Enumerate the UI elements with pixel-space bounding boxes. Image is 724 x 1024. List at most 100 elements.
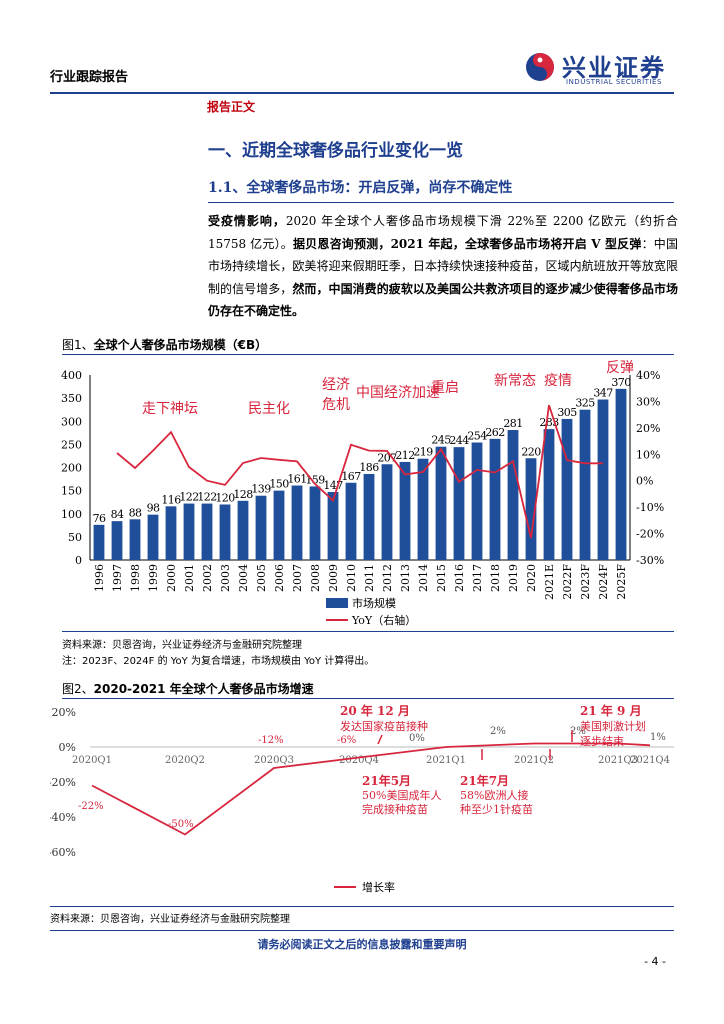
x-tick-label: 2003 — [219, 564, 232, 592]
bar — [435, 446, 447, 560]
x-tick-label: 2001 — [183, 564, 196, 592]
y2-tick-label: -20% — [636, 528, 664, 541]
value-label: -22% — [78, 801, 104, 812]
x-tick-label: 1996 — [93, 564, 106, 592]
bar-value-label: 76 — [93, 512, 106, 525]
y2-tick-label: 40% — [636, 369, 660, 382]
x-tick-label: 2019 — [507, 564, 520, 592]
header-divider — [50, 92, 674, 94]
bar-value-label: 120 — [215, 492, 235, 505]
y2-tick-label: -30% — [636, 554, 664, 567]
bar — [579, 409, 591, 560]
bar — [201, 503, 213, 560]
figure1-source: 资料来源：贝恩咨询，兴业证券经济与金融研究院整理 — [62, 640, 302, 651]
bar-value-label: 122 — [179, 491, 198, 504]
bar-value-label: 325 — [575, 397, 595, 410]
y-tick-label: 300 — [61, 415, 82, 428]
y2-tick-label: -10% — [636, 501, 664, 514]
x-tick-label: 2021Q4 — [630, 755, 670, 766]
y2-tick-label: 20% — [636, 422, 660, 435]
x-tick-label: 2005 — [255, 564, 268, 592]
growth-line — [91, 742, 651, 836]
bar-value-label: 370 — [611, 376, 631, 389]
x-tick-label: 2024F — [597, 564, 610, 600]
bar-value-label: 159 — [305, 473, 325, 486]
legend-label: 增长率 — [362, 880, 395, 894]
value-label: -6% — [337, 735, 356, 746]
value-label: -12% — [258, 735, 284, 746]
annotation-date: 21年7月 — [460, 773, 509, 788]
annotation-text: 58%欧洲人接 — [460, 789, 528, 802]
x-tick-label: 2021Q3 — [598, 755, 638, 766]
y-tick-label: 0 — [75, 554, 82, 567]
bar — [291, 485, 303, 560]
para-text-1: 2020 年全球个人奢侈品市场规模下滑 22%至 2200 亿欧元（约折合 15… — [208, 214, 678, 251]
bar-value-label: 281 — [503, 417, 522, 430]
y-tick-label: 150 — [61, 485, 82, 498]
annotation-text: 完成接种疫苗 — [362, 802, 428, 816]
figure1-name: 全球个人奢侈品市场规模（€B） — [93, 338, 268, 352]
company-logo-icon — [526, 53, 554, 81]
period-annotation: 中国经济加速 — [356, 385, 440, 401]
x-tick-label: 2004 — [237, 564, 250, 592]
x-tick-label: 2012 — [381, 564, 394, 592]
bar — [129, 519, 141, 560]
bar — [165, 506, 177, 560]
subsection-title: 1.1、全球奢侈品市场：开启反弹，尚存不确定性 — [208, 180, 513, 196]
bar-value-label: 167 — [341, 470, 361, 483]
x-tick-label: 2016 — [453, 564, 466, 592]
bar — [471, 442, 483, 560]
x-tick-label: 2000 — [165, 564, 178, 592]
annotation-text: 逐步结束 — [580, 735, 624, 748]
section-title: 一、近期全球奢侈品行业变化一览 — [208, 141, 463, 161]
bar-value-label: 212 — [395, 449, 414, 462]
y-tick-label: 250 — [61, 438, 82, 451]
x-tick-label: 1997 — [111, 564, 124, 592]
annotation-arrow — [377, 734, 383, 745]
y2-tick-label: 30% — [636, 395, 660, 408]
bar-value-label: 98 — [147, 502, 160, 515]
bar — [363, 473, 375, 560]
para-forecast: 据贝恩咨询预测，2021 年起，全球奢侈品市场将开启 V 型反弹 — [292, 236, 642, 251]
footer-disclaimer: 请务必阅读正文之后的信息披露和重要声明 — [257, 938, 467, 951]
bar-value-label: 347 — [593, 387, 613, 400]
annotation-date: 21年5月 — [362, 773, 411, 788]
y-tick-label: -60% — [50, 846, 76, 859]
legend-bar-label: 市场规模 — [352, 596, 396, 610]
bar-value-label: 88 — [129, 506, 142, 519]
x-tick-label: 2011 — [363, 564, 376, 592]
x-tick-label: 2009 — [327, 564, 340, 592]
legend-line-label: YoY（右轴） — [351, 613, 416, 627]
figure1-note: 注：2023F、2024F 的 YoY 为复合增速，市场规模由 YoY 计算得出… — [62, 656, 375, 667]
value-label: 0% — [409, 733, 425, 744]
bar — [507, 430, 519, 560]
bar — [597, 399, 609, 560]
period-annotation: 危机 — [322, 397, 350, 413]
x-tick-label: 2013 — [399, 564, 412, 592]
bar-value-label: 305 — [557, 406, 577, 419]
bar-value-label: 254 — [467, 430, 487, 443]
period-annotation: 经济 — [322, 377, 350, 393]
bar-value-label: 122 — [197, 491, 216, 504]
y-tick-label: 200 — [61, 462, 82, 475]
x-tick-label: 2008 — [309, 564, 322, 592]
bar-value-label: 219 — [413, 446, 433, 459]
bar — [309, 486, 321, 560]
x-tick-label: 2021Q1 — [426, 755, 466, 766]
bar — [399, 461, 411, 560]
annotation-text: 50%美国成年人 — [362, 788, 441, 802]
x-tick-label: 2025F — [615, 564, 628, 600]
company-name-en: INDUSTRIAL SECURITIES — [566, 78, 662, 86]
annotation-text: 种至少1针疫苗 — [460, 802, 533, 816]
y-tick-label: 0% — [59, 741, 76, 754]
period-annotation: 反弹 — [606, 360, 634, 376]
figure1-title-rule — [62, 354, 674, 355]
bar — [183, 503, 195, 560]
page-number: - 4 - — [644, 955, 666, 968]
y-tick-label: 20% — [52, 706, 76, 719]
bar — [147, 514, 159, 560]
company-name-cn: 兴业证券 — [562, 54, 666, 82]
x-tick-label: 2014 — [417, 564, 430, 592]
y-tick-label: 350 — [61, 392, 82, 405]
bar — [219, 504, 231, 560]
